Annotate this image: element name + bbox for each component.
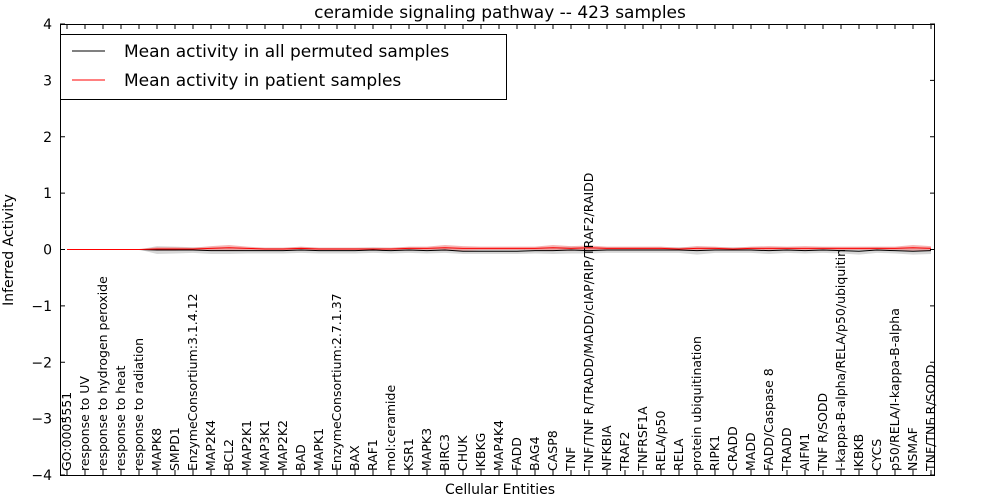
x-tick-label: TRAF2	[617, 431, 632, 472]
x-tick-label: TRADD	[779, 427, 794, 472]
x-tick-label: protein ubiquitination	[689, 336, 704, 471]
x-tick-label: MAP2K1	[239, 420, 254, 471]
x-tick-label: EnzymeConsortium:3.1.4.12	[185, 293, 200, 471]
x-tick-label: TNF/TNF R/TRADD/MADD/cIAP/RIP/TRAF2/RAID…	[581, 173, 596, 472]
x-tick-label: RELA	[671, 438, 686, 471]
x-tick-label: BAG4	[527, 436, 542, 471]
x-tick-label: MAP4K4	[491, 420, 506, 471]
y-tick-label: −1	[31, 299, 52, 315]
y-tick-label: 1	[43, 186, 52, 202]
x-tick-label: CASP8	[545, 430, 560, 471]
y-tick-label: 4	[43, 17, 52, 33]
y-tick-label: 3	[43, 73, 52, 89]
x-tick-labels: GO:0005551 response to UV response to hydr…	[59, 24, 938, 475]
x-tick-label: TNF	[563, 447, 578, 472]
x-tick-label: MAP2K2	[275, 420, 290, 471]
x-tick-label: MADD	[743, 432, 758, 471]
x-tick-label: I-kappa-B-alpha/RELA/p50/ubiquitin	[833, 249, 848, 471]
x-tick-label: RIPK1	[707, 435, 722, 471]
x-tick-label: TNFRSF1A	[635, 406, 650, 472]
x-tick-label: response to radiation	[131, 338, 146, 471]
y-tick-label: 0	[43, 243, 52, 259]
legend-label-patient: Mean activity in patient samples	[124, 71, 401, 91]
x-tick-label: AIFM1	[797, 433, 812, 471]
x-tick-label: SMPD1	[167, 427, 182, 471]
x-tick-label: NFKBIA	[599, 425, 614, 471]
x-tick-label: BAD	[293, 444, 308, 471]
x-tick-label: BAX	[347, 445, 362, 471]
x-tick-label: MAPK8	[149, 428, 164, 471]
x-tick-label: response to heat	[113, 365, 128, 471]
x-tick-label: IKBKB	[851, 434, 866, 471]
x-tick-label: response to UV	[77, 376, 92, 471]
x-tick-label: RELA/p50	[653, 411, 668, 471]
x-tick-label: mol:ceramide	[383, 385, 398, 471]
x-tick-label: EnzymeConsortium:2.7.1.37	[329, 293, 344, 471]
x-tick-label: MAP3K1	[257, 420, 272, 471]
x-tick-label: KSR1	[401, 438, 416, 471]
legend-box	[60, 34, 507, 100]
chart-title: ceramide signaling pathway -- 423 sample…	[314, 3, 686, 23]
x-tick-label: TNF/TNF R/SODD	[923, 365, 938, 472]
y-tick-label: −4	[31, 468, 52, 484]
line-patient	[67, 247, 932, 250]
x-tick-label: IKBKG	[473, 433, 488, 471]
x-tick-label: MAPK3	[419, 428, 434, 471]
x-tick-label: MAPK1	[311, 428, 326, 471]
x-tick-label: FADD	[509, 437, 524, 471]
x-tick-label: CRADD	[725, 426, 740, 471]
x-tick-label: p50/RELA/I-kappa-B-alpha	[887, 308, 902, 471]
y-axis: −4 −3 −2 −1 0 1 2 3 4	[31, 17, 935, 484]
x-tick-label: response to hydrogen peroxide	[95, 276, 110, 471]
x-tick-label: BCL2	[221, 439, 236, 471]
y-axis-label: Inferred Activity	[1, 194, 17, 306]
legend-label-permuted: Mean activity in all permuted samples	[124, 42, 449, 62]
x-tick-label: RAF1	[365, 439, 380, 471]
x-tick-label: MAP2K4	[203, 420, 218, 471]
x-tick-label: CYCS	[869, 439, 884, 471]
x-tick-label: NSMAF	[905, 427, 920, 471]
x-tick-label: FADD/Caspase 8	[761, 368, 776, 471]
y-tick-label: −3	[31, 412, 52, 428]
y-tick-label: −2	[31, 355, 52, 371]
line-permuted	[67, 249, 932, 252]
x-tick-label: CHUK	[455, 435, 470, 471]
x-tick-label: BIRC3	[437, 434, 452, 471]
series-lines	[67, 247, 932, 252]
x-tick-label: GO:0005551	[59, 392, 74, 471]
x-tick-label: TNF R/SODD	[815, 393, 830, 472]
y-tick-label: 2	[43, 130, 52, 146]
x-axis-label: Cellular Entities	[445, 482, 555, 498]
legend: Mean activity in all permuted samples Me…	[60, 34, 507, 100]
